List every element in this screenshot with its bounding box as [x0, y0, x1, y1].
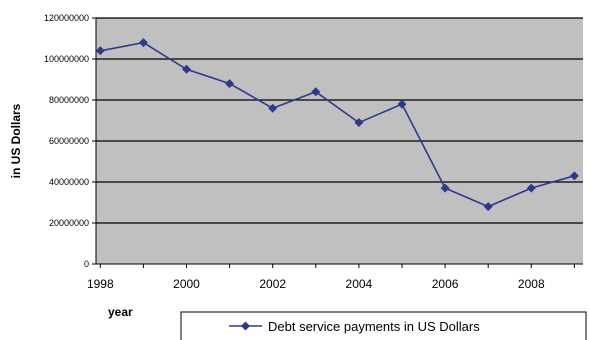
data-point-marker [268, 103, 278, 113]
data-point-marker [182, 64, 192, 74]
data-point-marker [311, 87, 321, 97]
legend-series-marker [241, 321, 250, 331]
x-tick-label: 2004 [346, 277, 373, 291]
x-tick-label: 2002 [259, 277, 286, 291]
x-axis-title: year [108, 305, 133, 319]
y-tick-label: 0 [84, 259, 89, 269]
data-point-marker [483, 202, 493, 212]
y-axis-title: in US Dollars [9, 103, 23, 178]
x-tick-label: 2008 [518, 277, 545, 291]
x-tick-label: 2006 [432, 277, 459, 291]
data-point-marker [526, 183, 536, 193]
y-tick-label: 60000000 [49, 136, 89, 146]
legend: Debt service payments in US Dollars [180, 311, 587, 340]
y-tick-label: 120000000 [44, 13, 89, 23]
data-point-marker [225, 79, 235, 89]
y-tick-label: 80000000 [49, 95, 89, 105]
series-line [100, 41, 575, 208]
y-tick-label: 40000000 [49, 177, 89, 187]
data-point-marker [138, 38, 148, 48]
x-tick-label: 1998 [87, 277, 114, 291]
legend-series-label: Debt service payments in US Dollars [268, 319, 480, 334]
y-tick-label: 100000000 [44, 54, 89, 64]
data-point-marker [440, 183, 450, 193]
x-tick-label: 2000 [173, 277, 200, 291]
x-axis-ticks: 1998 2000 2002 2004 2006 2008 [87, 264, 575, 291]
data-point-marker [397, 99, 407, 109]
data-point-marker [95, 46, 105, 56]
series-group [95, 38, 579, 212]
y-tick-label: 20000000 [49, 218, 89, 228]
data-point-marker [569, 171, 579, 181]
gridlines [96, 17, 583, 224]
data-point-marker [354, 118, 364, 128]
y-axis-ticks: 0 20000000 40000000 60000000 80000000 1000000… [44, 13, 96, 269]
